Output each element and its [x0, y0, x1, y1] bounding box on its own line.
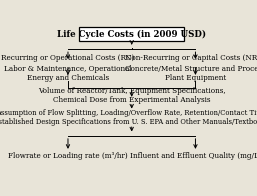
Text: Influent and Effluent Quality (mg/L): Influent and Effluent Quality (mg/L): [130, 152, 257, 160]
Text: Labor & Maintenance, Operational
Energy and Chemicals: Labor & Maintenance, Operational Energy …: [4, 65, 132, 82]
Text: Recurring or Operational Costs (RC): Recurring or Operational Costs (RC): [1, 54, 135, 62]
Text: Non-Recurring or Capital Costs (NRC): Non-Recurring or Capital Costs (NRC): [125, 54, 257, 62]
Text: Assumption of Flow Splitting, Loading/Overflow Rate, Retention/Contact Time
(Est: Assumption of Flow Splitting, Loading/Ov…: [0, 109, 257, 126]
Text: Concrete/Metal Structure and Process
Plant Equipment: Concrete/Metal Structure and Process Pla…: [125, 65, 257, 82]
FancyBboxPatch shape: [79, 27, 185, 41]
Text: Volume of Reactor/Tank, Equipment Specifications,
Chemical Dose from Experimenta: Volume of Reactor/Tank, Equipment Specif…: [38, 87, 226, 104]
Text: Life Cycle Costs (in 2009 USD): Life Cycle Costs (in 2009 USD): [57, 30, 206, 39]
Text: Flowrate or Loading rate (m³/hr): Flowrate or Loading rate (m³/hr): [8, 152, 128, 160]
